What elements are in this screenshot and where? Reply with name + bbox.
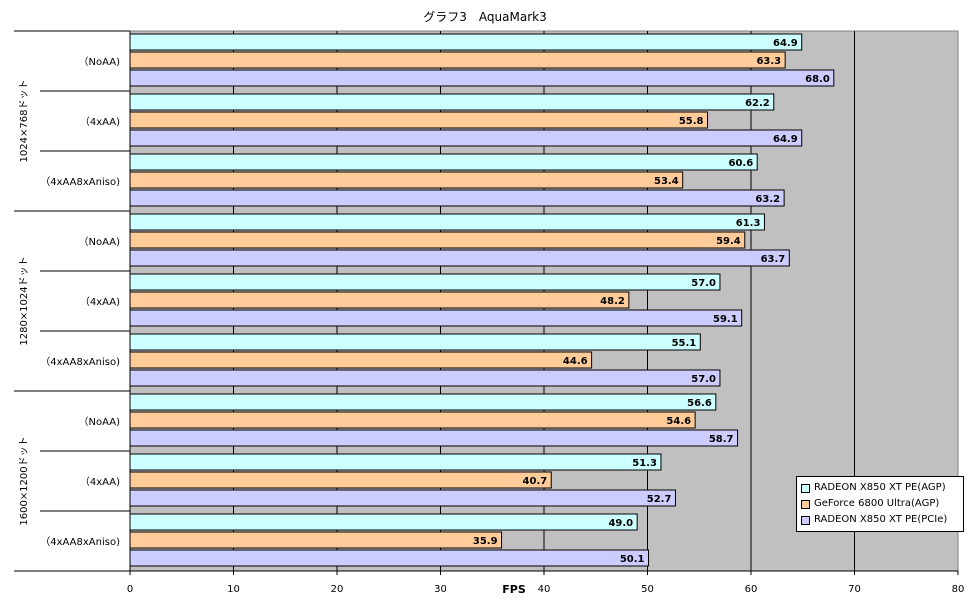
bar — [129, 333, 701, 351]
x-tick-label: 80 — [952, 584, 965, 595]
data-label: 53.4 — [654, 176, 679, 187]
bar — [129, 429, 739, 447]
bar — [129, 51, 786, 69]
y-axis: （NoAA) （4xAA) （4xAA8xAniso) （NoAA) （4xAA) （4x… — [14, 30, 131, 572]
bar — [129, 213, 765, 231]
data-label: 68.0 — [805, 74, 830, 85]
category-label: （NoAA) — [79, 416, 121, 428]
data-label: 64.9 — [773, 38, 798, 49]
x-tick-label: 30 — [434, 584, 447, 595]
x-tick-label: 40 — [538, 584, 551, 595]
bar — [129, 33, 803, 51]
category-label: （4xAA) — [80, 296, 120, 308]
bar — [129, 489, 676, 507]
x-tick-label: 50 — [641, 584, 654, 595]
data-label: 35.9 — [473, 536, 498, 547]
legend-label: RADEON X850 XT PE(PCIe) — [814, 514, 948, 525]
data-label: 59.1 — [713, 314, 738, 325]
bar — [129, 531, 503, 549]
legend-label: RADEON X850 XT PE(AGP) — [814, 482, 946, 493]
bar — [129, 93, 775, 111]
data-label: 57.0 — [691, 278, 716, 289]
x-tick-label: 70 — [848, 584, 861, 595]
bar — [129, 189, 785, 207]
data-label: 52.7 — [647, 494, 672, 505]
legend-swatch — [801, 499, 810, 509]
group-label: 1024×768ドット — [19, 80, 30, 163]
data-label: 57.0 — [691, 374, 716, 385]
data-label: 55.1 — [672, 338, 697, 349]
legend-swatch — [801, 515, 810, 525]
bar — [129, 471, 552, 489]
x-tick-label: 10 — [227, 584, 240, 595]
bar — [129, 291, 630, 309]
chart-title: グラフ3 AquaMark3 — [423, 10, 546, 24]
bar — [129, 171, 684, 189]
legend-item: RADEON X850 XT PE(PCIe) — [801, 512, 959, 528]
bar — [129, 153, 758, 171]
x-axis-ticks: 0 10 20 30 40 50 60 70 80 — [127, 570, 965, 595]
data-label: 63.7 — [761, 254, 786, 265]
data-label: 59.4 — [716, 236, 741, 247]
category-label: （NoAA) — [79, 56, 121, 68]
x-tick-label: 0 — [127, 584, 133, 595]
category-label: （4xAA) — [80, 476, 120, 488]
data-label: 40.7 — [523, 476, 548, 487]
group-label: 1600×1200ドット — [19, 436, 30, 525]
bar — [129, 69, 835, 87]
bar — [129, 513, 638, 531]
category-label: （4xAA8xAniso) — [40, 176, 120, 188]
legend-item: RADEON X850 XT PE(AGP) — [801, 480, 959, 496]
bar — [129, 351, 593, 369]
bar — [129, 111, 709, 129]
data-label: 64.9 — [773, 134, 798, 145]
x-tick-label: 20 — [331, 584, 344, 595]
bar — [129, 231, 746, 249]
data-label: 44.6 — [563, 356, 588, 367]
bar — [129, 411, 696, 429]
legend: RADEON X850 XT PE(AGP) GeForce 6800 Ultr… — [796, 476, 964, 532]
data-label: 62.2 — [745, 98, 770, 109]
data-label: 54.6 — [666, 416, 691, 427]
category-label: （4xAA) — [80, 116, 120, 128]
bar — [129, 309, 743, 327]
bar — [129, 393, 717, 411]
data-label: 49.0 — [608, 518, 633, 529]
group-label: 1280×1024ドット — [19, 256, 30, 345]
legend-item: GeForce 6800 Ultra(AGP) — [801, 496, 959, 512]
legend-label: GeForce 6800 Ultra(AGP) — [814, 498, 940, 509]
bars: 64.9 63.3 68.0 62.2 55.8 64.9 60.6 53.4 63.2 61.3… — [129, 33, 835, 567]
bar — [129, 273, 721, 291]
data-label: 48.2 — [600, 296, 625, 307]
legend-swatch — [801, 483, 810, 493]
category-label: （4xAA8xAniso) — [40, 536, 120, 548]
data-label: 56.6 — [687, 398, 712, 409]
data-label: 50.1 — [620, 554, 645, 565]
data-label: 61.3 — [736, 218, 761, 229]
data-label: 60.6 — [729, 158, 754, 169]
x-axis-label: FPS — [502, 583, 526, 596]
bar — [129, 129, 803, 147]
data-label: 63.2 — [755, 194, 780, 205]
data-label: 55.8 — [679, 116, 704, 127]
bar — [129, 369, 721, 387]
x-tick-label: 60 — [745, 584, 758, 595]
bar — [129, 549, 650, 567]
data-label: 63.3 — [756, 56, 781, 67]
category-label: （4xAA8xAniso) — [40, 356, 120, 368]
data-label: 58.7 — [709, 434, 734, 445]
bar — [129, 249, 790, 267]
bar — [129, 453, 662, 471]
category-label: （NoAA) — [79, 236, 121, 248]
data-label: 51.3 — [632, 458, 657, 469]
